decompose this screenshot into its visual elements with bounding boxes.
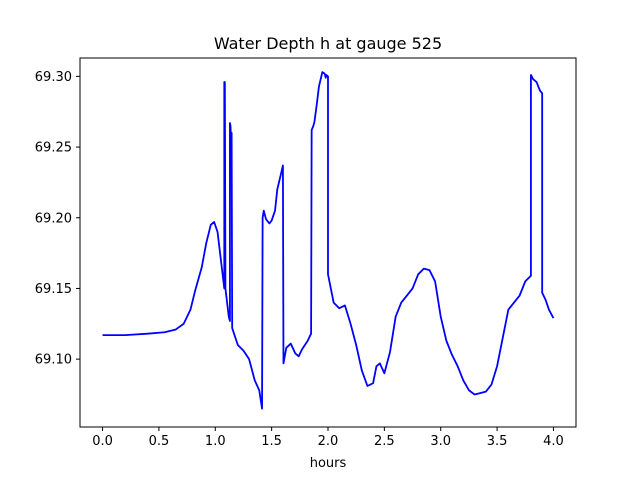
y-tick-label: 69.30 [35, 70, 72, 85]
y-tick-label: 69.15 [35, 282, 72, 297]
y-tick-label: 69.25 [35, 141, 72, 156]
x-tick-label: 1.0 [205, 434, 226, 449]
x-tick-label: 2.0 [318, 434, 339, 449]
x-tick-label: 0.0 [92, 434, 113, 449]
x-tick-label: 3.0 [430, 434, 451, 449]
x-tick-label: 1.5 [261, 434, 282, 449]
y-tick-label: 69.20 [35, 211, 72, 226]
x-tick-label: 0.5 [149, 434, 170, 449]
x-tick-label: 4.0 [543, 434, 564, 449]
x-tick-label: 2.5 [374, 434, 395, 449]
y-tick-label: 69.10 [35, 353, 72, 368]
chart-title: Water Depth h at gauge 525 [214, 34, 442, 53]
x-tick-label: 3.5 [487, 434, 508, 449]
x-axis-label: hours [310, 456, 347, 471]
